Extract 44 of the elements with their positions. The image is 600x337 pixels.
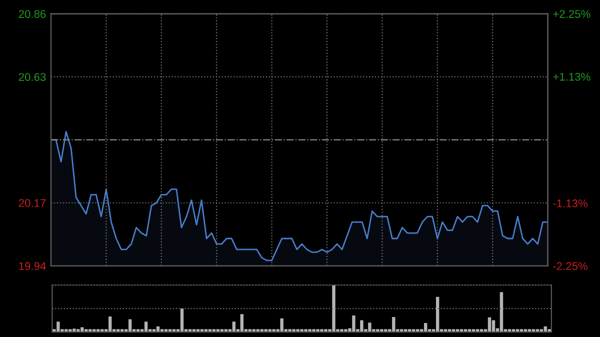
bar — [180, 308, 184, 332]
y-tick-label: 20.63 — [18, 73, 46, 81]
bar — [232, 322, 236, 332]
bar — [308, 329, 312, 332]
bar — [492, 320, 496, 332]
bar — [488, 317, 492, 332]
bar — [344, 329, 348, 332]
bar — [316, 329, 320, 332]
bar — [144, 322, 148, 332]
y-tick-label: 20.86 — [18, 10, 46, 18]
y2-tick-label: +2.25% — [553, 10, 590, 18]
bar — [300, 329, 304, 332]
bar — [368, 322, 372, 332]
bar — [292, 329, 296, 332]
bar — [340, 329, 344, 332]
bar — [296, 329, 300, 332]
bar — [108, 316, 112, 332]
bar — [68, 329, 72, 332]
bar — [304, 329, 308, 332]
bar — [280, 318, 284, 332]
y2-tick-label: -2.25% — [553, 262, 588, 270]
bar — [384, 329, 388, 332]
y2-tick-label: -1.13% — [553, 199, 588, 208]
bar — [324, 329, 328, 332]
bar — [352, 316, 356, 332]
bar — [288, 329, 292, 332]
bar — [312, 329, 316, 332]
bar — [436, 296, 440, 332]
bar — [64, 329, 68, 332]
bar — [320, 329, 324, 332]
bar — [272, 329, 276, 332]
bar — [392, 316, 396, 332]
y-tick-label: 19.94 — [19, 262, 46, 270]
bar — [500, 292, 504, 332]
bar — [360, 320, 364, 332]
y2-tick-label: +1.13% — [553, 72, 590, 81]
bar — [376, 329, 380, 332]
bar — [72, 328, 76, 332]
bar — [76, 329, 80, 332]
bar — [56, 322, 60, 332]
y-tick-label: 20.17 — [18, 199, 46, 208]
bar — [332, 285, 336, 332]
bar — [380, 329, 384, 332]
bar — [240, 314, 244, 332]
